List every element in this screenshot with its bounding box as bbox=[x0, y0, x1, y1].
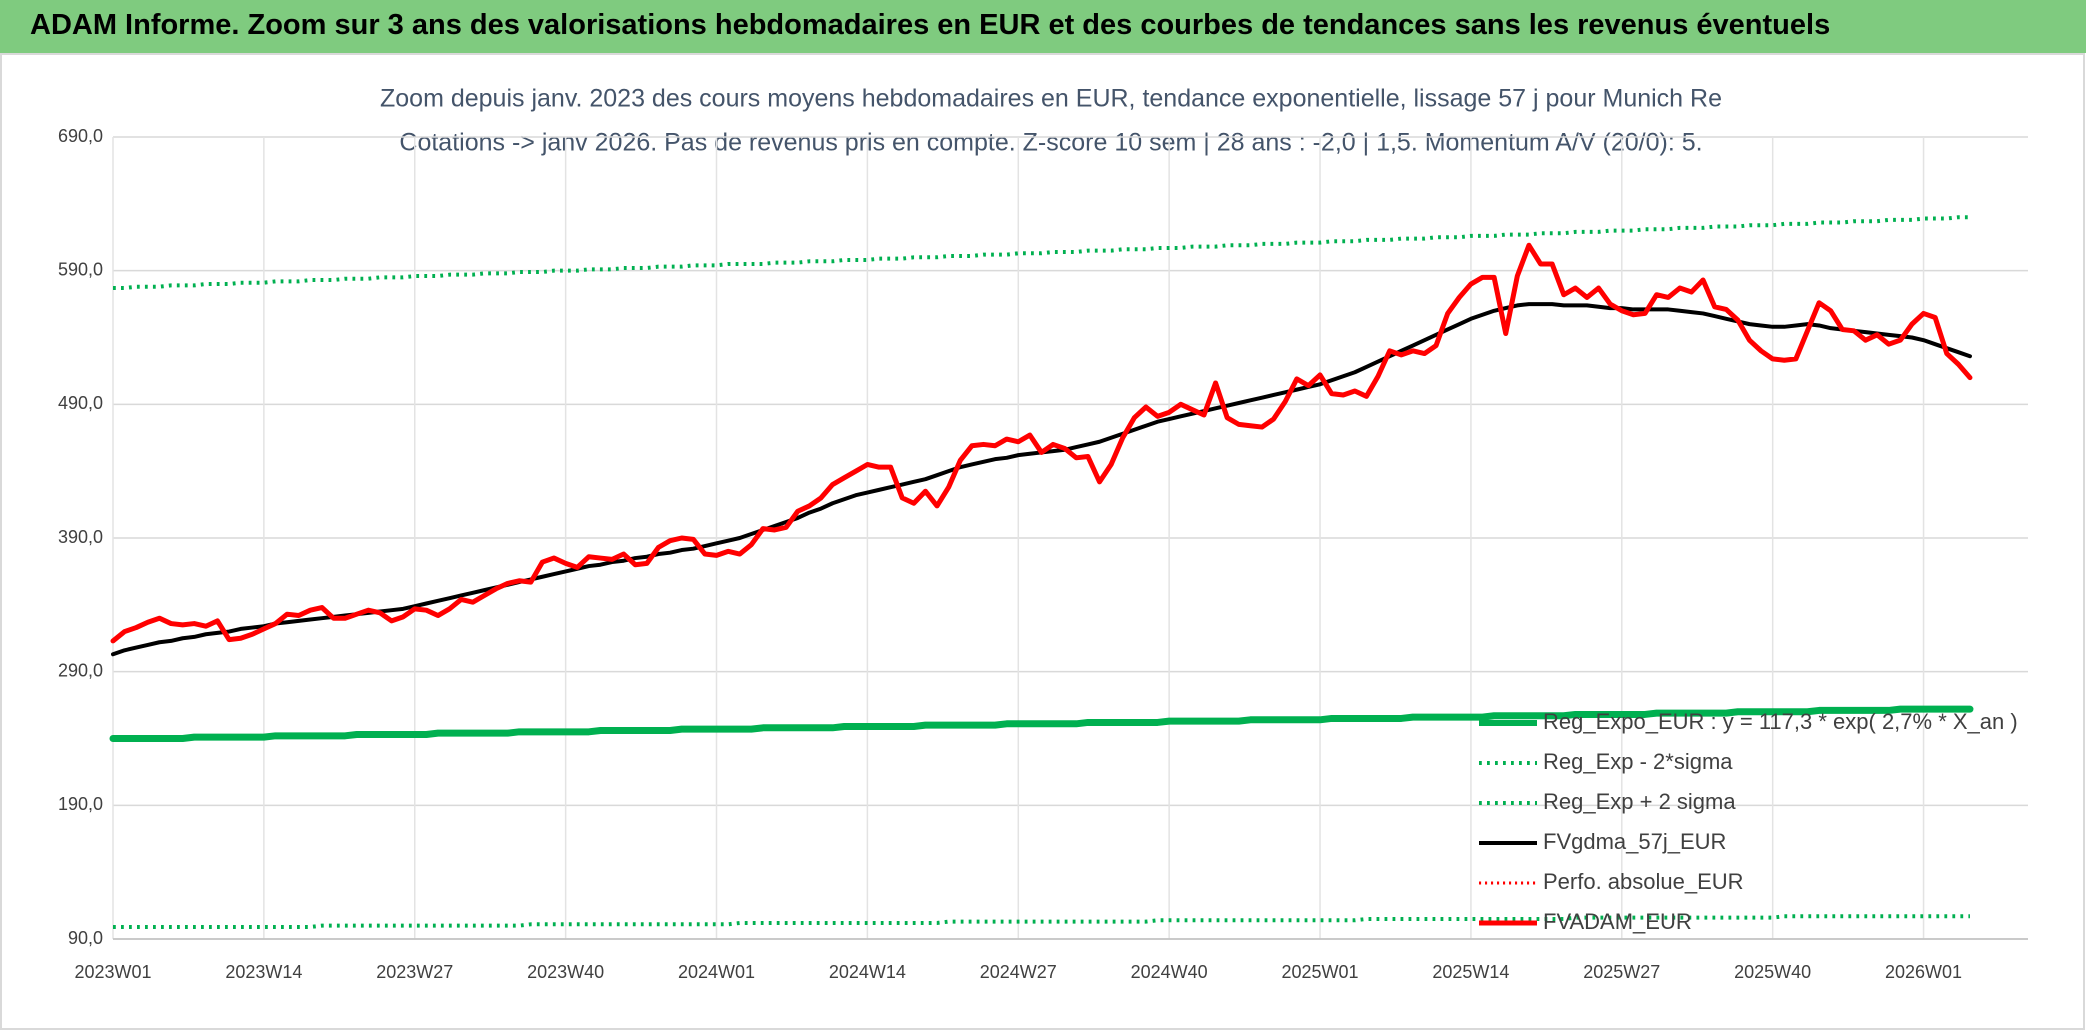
legend-label: Reg_Exp - 2*sigma bbox=[1543, 749, 1733, 774]
series-line bbox=[109, 705, 1974, 742]
y-tick-label: 390,0 bbox=[58, 527, 103, 547]
chart-subtitle: Cotations -> janv 2026. Pas de revenus p… bbox=[399, 129, 1702, 157]
y-tick-label: 290,0 bbox=[58, 660, 103, 680]
x-tick-label: 2024W27 bbox=[980, 962, 1057, 982]
x-tick-label: 2024W14 bbox=[829, 962, 906, 982]
x-tick-label: 2025W40 bbox=[1734, 962, 1811, 982]
chart-frame bbox=[0, 53, 2085, 1030]
x-tick-label: 2025W27 bbox=[1583, 962, 1660, 982]
series-line bbox=[110, 242, 1973, 644]
x-tick-label: 2023W40 bbox=[527, 962, 604, 982]
series-line bbox=[113, 215, 1970, 291]
y-tick-label: 590,0 bbox=[58, 259, 103, 279]
y-tick-label: 190,0 bbox=[58, 794, 103, 814]
x-tick-label: 2024W40 bbox=[1131, 962, 1208, 982]
chart-subtitle: Zoom depuis janv. 2023 des cours moyens … bbox=[380, 85, 1722, 113]
legend-label: FVgdma_57j_EUR bbox=[1543, 829, 1726, 854]
x-tick-label: 2023W01 bbox=[74, 962, 151, 982]
x-tick-label: 2025W01 bbox=[1281, 962, 1358, 982]
x-tick-label: 2025W14 bbox=[1432, 962, 1509, 982]
x-tick-label: 2024W01 bbox=[678, 962, 755, 982]
chart: Zoom depuis janv. 2023 des cours moyens … bbox=[0, 53, 2085, 1030]
legend-label: Perfo. absolue_EUR bbox=[1543, 869, 1744, 894]
banner: ADAM Informe. Zoom sur 3 ans des valoris… bbox=[0, 0, 2086, 53]
series-line bbox=[113, 914, 1970, 929]
x-tick-label: 2023W27 bbox=[376, 962, 453, 982]
y-tick-label: 90,0 bbox=[68, 928, 103, 948]
y-tick-label: 690,0 bbox=[58, 126, 103, 146]
x-tick-label: 2023W14 bbox=[225, 962, 302, 982]
legend-label: FVADAM_EUR bbox=[1543, 909, 1692, 934]
x-tick-label: 2026W01 bbox=[1885, 962, 1962, 982]
legend-label: Reg_Exp + 2 sigma bbox=[1543, 789, 1736, 814]
y-tick-label: 490,0 bbox=[58, 393, 103, 413]
banner-title: ADAM Informe. Zoom sur 3 ans des valoris… bbox=[30, 9, 1831, 41]
legend-label: Reg_Expo_EUR : y = 117,3 * exp( 2,7% * X… bbox=[1543, 709, 2018, 734]
